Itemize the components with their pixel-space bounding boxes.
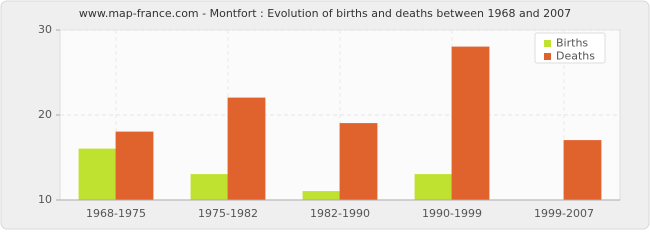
bar [190, 174, 229, 201]
chart: www.map-france.com - Montfort : Evolutio… [0, 0, 650, 230]
x-tick-label: 1990-1999 [422, 207, 482, 220]
legend-swatch [544, 40, 551, 47]
bar [451, 46, 490, 201]
legend-swatch [544, 53, 551, 60]
chart-title: www.map-france.com - Montfort : Evolutio… [79, 7, 571, 20]
y-tick-label: 30 [38, 23, 52, 36]
y-tick-label: 20 [38, 108, 52, 121]
page: {"chart_data": {"type": "bar", "title": … [0, 0, 650, 230]
legend-label: Deaths [556, 50, 595, 63]
bar [302, 191, 341, 201]
x-tick-label: 1968-1975 [86, 207, 146, 220]
bar [339, 123, 378, 201]
legend-box [534, 32, 606, 64]
bar [78, 148, 117, 201]
bar [563, 140, 602, 201]
x-tick-label: 1999-2007 [534, 207, 594, 220]
y-tick-label: 10 [38, 193, 52, 206]
bar [227, 97, 266, 201]
legend-label: Births [556, 37, 588, 50]
x-tick-label: 1982-1990 [310, 207, 370, 220]
bar [115, 131, 154, 201]
bar [414, 174, 453, 201]
x-tick-label: 1975-1982 [198, 207, 258, 220]
